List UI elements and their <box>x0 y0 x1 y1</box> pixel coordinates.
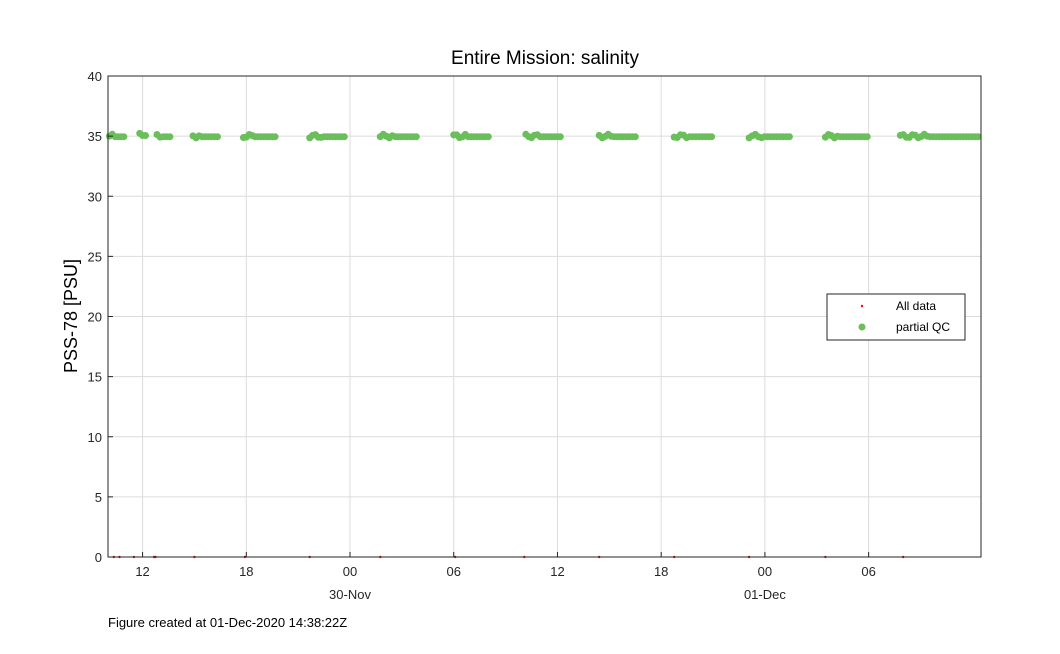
x-tick-label: 12 <box>135 564 149 579</box>
partial-qc-point <box>412 133 420 141</box>
x-tick-label: 00 <box>343 564 357 579</box>
partial-qc-point <box>631 133 639 141</box>
partial-qc-point <box>142 132 149 139</box>
y-axis-label: PSS-78 [PSU] <box>61 259 81 373</box>
x-tick-label: 18 <box>239 564 253 579</box>
x-axis-ticks: 12 18 00 06 12 18 00 06 <box>135 552 876 579</box>
y-tick-label: 20 <box>88 310 102 325</box>
y-tick-label: 15 <box>88 370 102 385</box>
legend-marker-partial-qc <box>858 323 866 331</box>
x-date-label: 01-Dec <box>744 587 786 602</box>
partial-qc-point <box>974 133 982 141</box>
partial-qc-point <box>214 133 221 141</box>
legend-marker-all-data <box>860 304 864 308</box>
x-tick-label: 18 <box>654 564 668 579</box>
partial-qc-point <box>556 133 564 141</box>
x-tick-label: 06 <box>447 564 461 579</box>
partial-qc-point <box>120 133 128 141</box>
legend-box <box>826 293 966 341</box>
partial-qc-point <box>785 133 793 141</box>
partial-qc-point <box>708 133 716 141</box>
partial-qc-point <box>271 133 279 141</box>
y-tick-label: 35 <box>88 129 102 144</box>
y-axis-ticks: 0 5 10 15 20 25 30 35 40 <box>88 69 113 565</box>
figure-footer: Figure created at 01-Dec-2020 14:38:22Z <box>108 615 348 630</box>
y-tick-label: 40 <box>88 69 102 84</box>
data-points <box>105 129 982 559</box>
y-tick-label: 0 <box>95 550 102 565</box>
x-date-label: 30-Nov <box>329 587 371 602</box>
y-tick-label: 5 <box>95 490 102 505</box>
partial-qc-point <box>484 133 492 141</box>
x-tick-label: 06 <box>861 564 875 579</box>
y-tick-label: 30 <box>88 189 102 204</box>
legend-label-partial-qc: partial QC <box>896 320 950 334</box>
y-tick-label: 10 <box>88 430 102 445</box>
x-tick-label: 00 <box>758 564 772 579</box>
x-tick-label: 12 <box>550 564 564 579</box>
legend-label-all-data: All data <box>896 299 936 313</box>
partial-qc-point <box>166 133 174 141</box>
legend: All data partial QC <box>826 293 966 341</box>
grid-lines <box>108 76 981 557</box>
partial-qc-point <box>863 133 871 141</box>
x-axis-date-labels: 30-Nov 01-Dec <box>329 587 786 602</box>
chart-title: Entire Mission: salinity <box>451 48 639 69</box>
partial-qc-point <box>340 133 348 141</box>
y-tick-label: 25 <box>88 249 102 264</box>
